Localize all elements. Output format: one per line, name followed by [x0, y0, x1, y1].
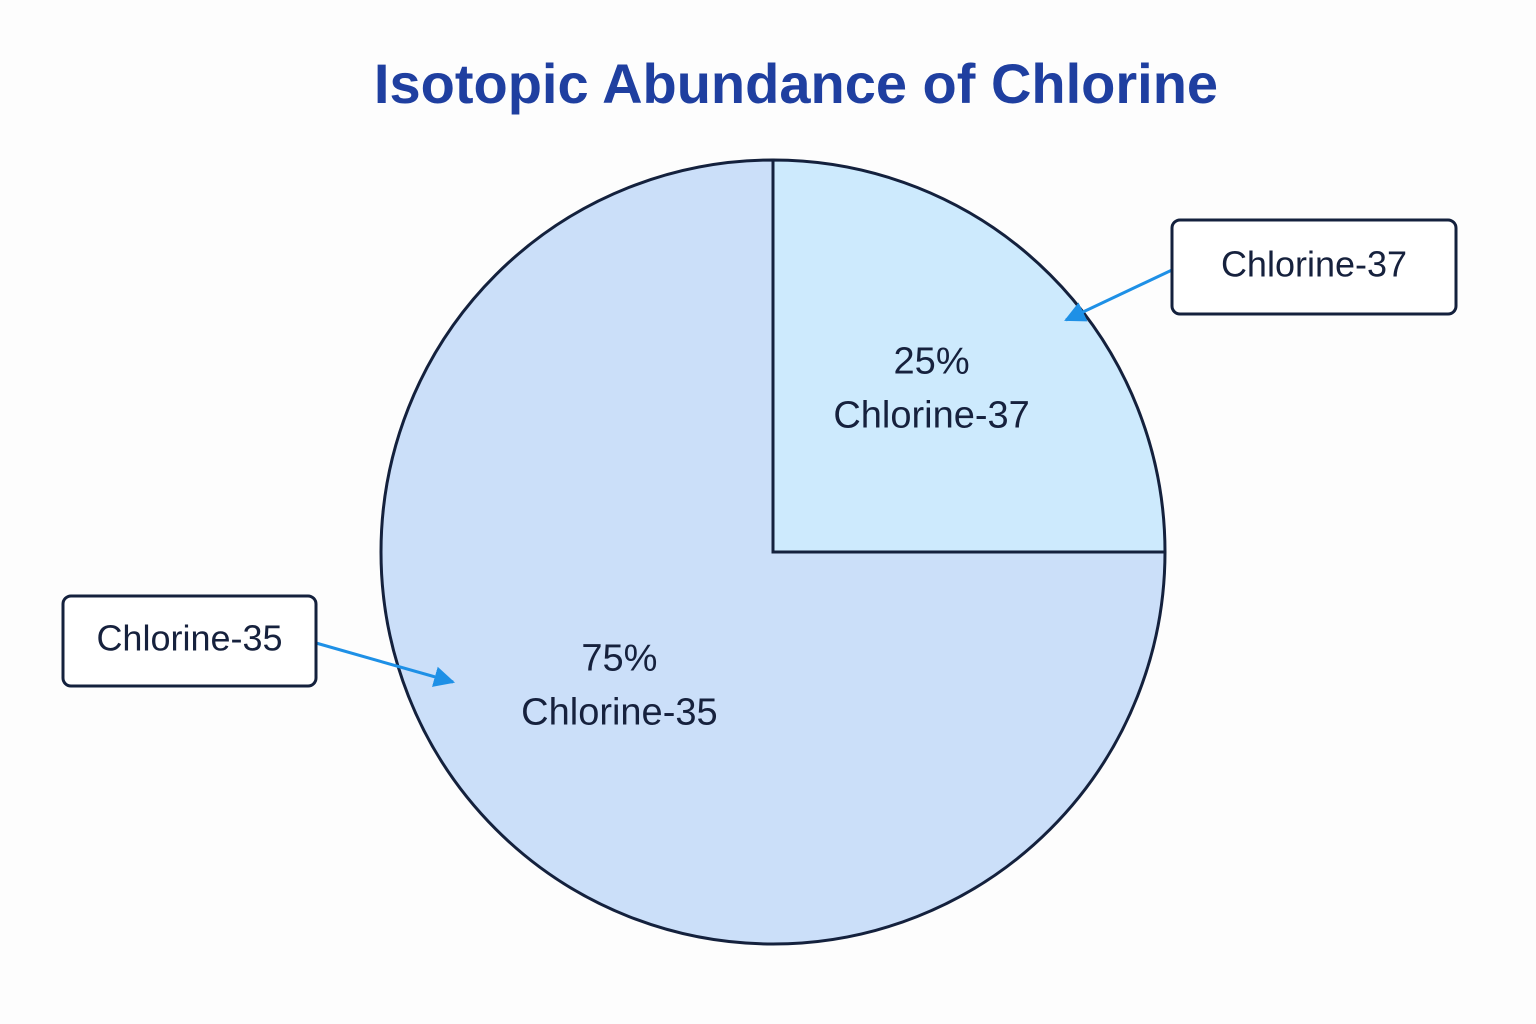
- callout-arrow: [1064, 268, 1173, 322]
- chart-title: Isotopic Abundance of Chlorine: [374, 52, 1218, 115]
- slice-label: Chlorine-37: [833, 394, 1029, 436]
- pie-slice: [379, 158, 1167, 946]
- callout-label: Chlorine-37: [1221, 244, 1407, 285]
- value-label: 75%: [581, 638, 657, 680]
- callout-box: [61, 594, 318, 688]
- callout-box: [1170, 218, 1458, 316]
- callout-arrow: [315, 641, 456, 687]
- pie-slice: [771, 158, 1167, 554]
- slice-label: Chlorine-35: [521, 692, 717, 734]
- value-label: 25%: [894, 340, 970, 382]
- callout-label: Chlorine-35: [96, 618, 282, 659]
